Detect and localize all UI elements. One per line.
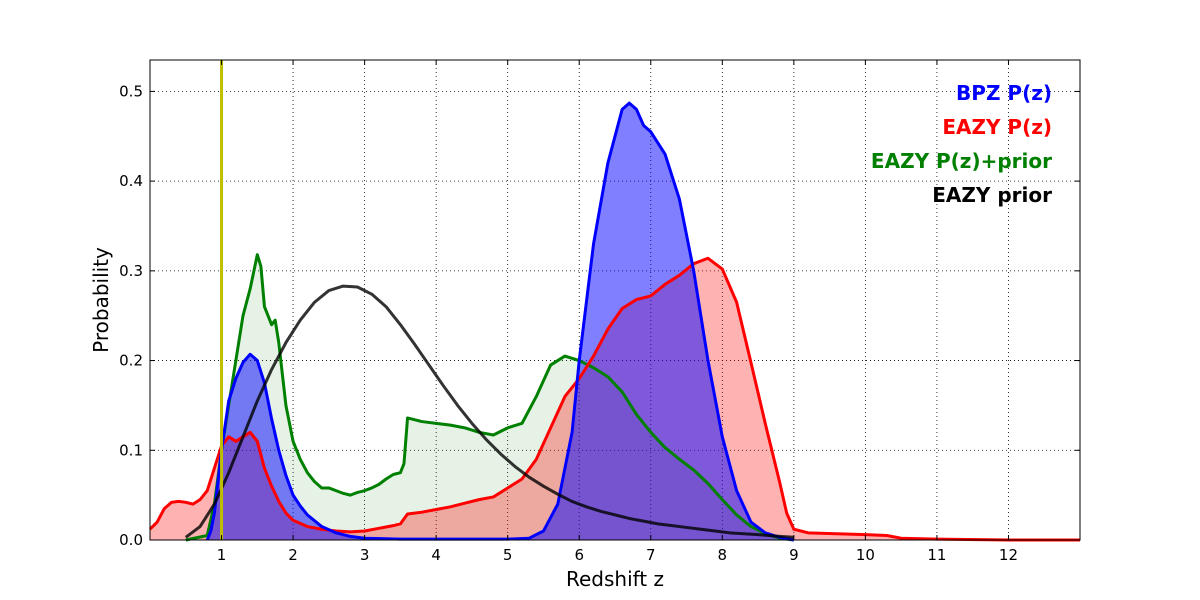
legend-entry: BPZ P(z) [956,81,1052,105]
series-layer [148,101,1080,542]
x-tick-label: 6 [574,546,584,564]
legend: BPZ P(z) EAZY P(z) EAZY P(z)+prior EAZY pri… [871,81,1052,207]
x-tick-label: 12 [999,546,1018,564]
y-axis-label: Probability [89,247,113,353]
y-tick-label: 0.2 [119,352,143,370]
legend-entry: EAZY P(z) [942,115,1052,139]
series-line-bpz-p-z [205,101,795,542]
x-tick-label: 2 [288,546,298,564]
y-tick-label: 0.3 [119,262,143,280]
x-tick-label: 1 [217,546,227,564]
legend-entry: EAZY prior [932,183,1052,207]
x-tick-label: 9 [789,546,799,564]
series-line-eazy-prior [184,284,794,539]
x-tick-label: 7 [646,546,656,564]
ticks: 1 2 3 4 5 6 7 8 9 10 11 120.00.10.20.30.40.5 [119,60,1080,564]
x-tick-label: 8 [718,546,728,564]
x-tick-label: 4 [431,546,441,564]
series-line-eazy-p-z-prior [185,253,795,542]
x-tick-label: 3 [360,546,370,564]
legend-entry: EAZY P(z)+prior [871,149,1052,173]
x-axis-label: Redshift z [566,567,664,591]
y-tick-label: 0.5 [119,82,143,100]
y-tick-label: 0.1 [119,441,143,459]
x-tick-label: 11 [927,546,946,564]
series-line-eazy-p-z [148,256,1080,542]
y-tick-label: 0.4 [119,172,143,190]
series-fill-bpz-p-z [207,103,794,540]
y-tick-label: 0.0 [119,531,143,549]
x-tick-label: 5 [503,546,513,564]
x-tick-label: 10 [856,546,875,564]
plot-frame [149,59,1081,541]
